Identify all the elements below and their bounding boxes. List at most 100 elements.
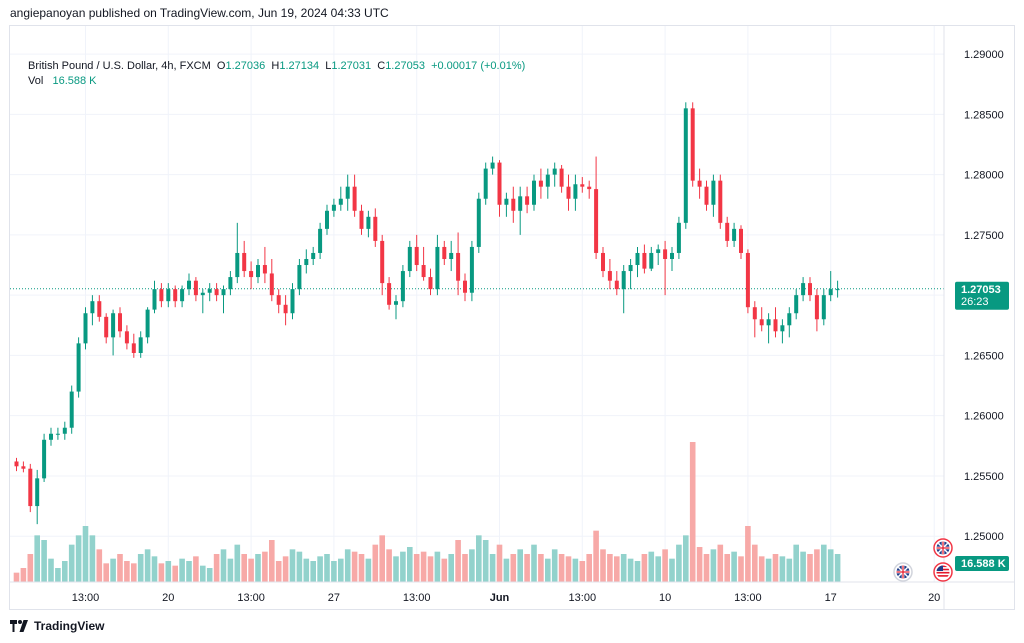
candle-body <box>104 316 109 338</box>
volume-bar <box>172 565 178 582</box>
candle-body <box>49 433 53 440</box>
volume-bar <box>379 535 385 582</box>
candle-body <box>483 168 488 199</box>
footer-brand[interactable]: TradingView <box>34 619 105 633</box>
volume-bar <box>676 544 682 582</box>
volume-bar <box>89 535 96 582</box>
volume-bars <box>13 442 841 582</box>
candle-body <box>801 283 806 296</box>
time-tick-label: 10 <box>659 592 671 604</box>
candle <box>21 461 26 473</box>
last-price-value: 1.27053 <box>961 284 1001 296</box>
volume-bar <box>827 549 834 582</box>
volume-bar <box>441 558 448 582</box>
candle <box>55 427 60 440</box>
volume-bar <box>752 544 758 582</box>
volume-value: 16.588 K <box>961 558 1006 570</box>
candle-body <box>559 168 564 187</box>
volume-value-label: 16.588 K <box>955 556 1009 571</box>
gb-flag-icon[interactable] <box>893 562 913 582</box>
candle <box>394 295 398 320</box>
volume-bar <box>282 556 289 582</box>
candle <box>104 313 109 344</box>
time-tick-label: 20 <box>162 592 174 604</box>
time-axis[interactable]: 13:00 20 13:00 27 13:00 Jun 13:00 10 13:00 17 20 <box>72 592 941 604</box>
candle <box>835 280 840 298</box>
volume-bar <box>821 544 827 582</box>
high-value: 1.27134 <box>279 60 320 72</box>
candle <box>145 307 150 344</box>
candle <box>587 180 592 199</box>
candle-body <box>711 180 716 205</box>
volume-bar <box>158 563 165 582</box>
candle-body <box>97 301 102 317</box>
candle-body <box>400 271 405 302</box>
volume-bar <box>165 561 172 582</box>
candle-body <box>214 289 219 296</box>
time-tick-label: 17 <box>825 592 837 604</box>
candle-body <box>594 189 599 253</box>
candle-body <box>159 289 164 302</box>
symbol-title[interactable]: British Pound / U.S. Dollar, 4h, FXCM <box>28 60 211 72</box>
candle-body <box>828 289 833 296</box>
candle-body <box>635 252 640 266</box>
candle-body <box>732 228 737 241</box>
candle-body <box>614 280 619 290</box>
publisher-line: angiepanoyan published on TradingView.co… <box>10 6 389 20</box>
candle <box>235 222 240 284</box>
candle <box>628 258 633 290</box>
candle-body <box>138 337 143 354</box>
candle <box>380 234 385 296</box>
candle-body <box>566 186 571 199</box>
candle <box>14 457 19 472</box>
candle <box>256 258 260 284</box>
volume-bar <box>338 558 344 582</box>
candle-body <box>124 331 129 344</box>
candle-body <box>62 427 67 434</box>
time-tick-label: 27 <box>328 592 340 604</box>
candle <box>601 246 605 278</box>
candle <box>249 261 254 290</box>
legend-volume-row: Vol 16.588 K <box>28 74 525 89</box>
candle-body <box>456 252 461 281</box>
candle <box>359 204 364 235</box>
volume-bar <box>455 540 461 582</box>
open-label: O <box>216 60 226 72</box>
candle <box>214 283 219 302</box>
candle <box>159 283 164 308</box>
candle <box>331 198 336 217</box>
candle-body <box>649 252 654 269</box>
tradingview-logo-icon <box>10 620 28 632</box>
candle <box>442 240 447 266</box>
volume-bar <box>462 554 468 582</box>
candle <box>690 102 695 187</box>
candle-body <box>14 461 19 467</box>
candle-body <box>207 289 212 293</box>
candle <box>290 283 295 320</box>
candle <box>166 283 171 308</box>
candle-body <box>601 252 605 272</box>
chart-pane[interactable]: 1.290001.285001.280001.275001.270001.265… <box>9 25 1015 610</box>
volume-bar <box>241 554 247 582</box>
candle <box>670 246 674 272</box>
candle-body <box>407 246 412 272</box>
candle-body <box>435 246 440 290</box>
candle-body <box>42 439 47 479</box>
candle <box>193 277 198 302</box>
candle-body <box>200 292 205 296</box>
us-flag-icon[interactable] <box>933 562 953 582</box>
volume-label[interactable]: Vol <box>28 75 44 87</box>
volume-bar <box>193 556 199 582</box>
volume-bar <box>206 568 213 582</box>
volume-bar <box>413 554 420 582</box>
price-tick-label: 1.25500 <box>964 471 1004 483</box>
gb-flag-icon[interactable] <box>933 538 953 558</box>
candle <box>614 271 619 296</box>
candle-body <box>663 249 668 259</box>
candle-body <box>656 249 661 253</box>
volume-bar <box>758 556 765 582</box>
volume-bar <box>683 535 689 582</box>
chart-canvas[interactable]: 1.290001.285001.280001.275001.270001.265… <box>10 26 1014 609</box>
volume-bar <box>510 554 517 582</box>
volume-bar <box>469 549 475 582</box>
